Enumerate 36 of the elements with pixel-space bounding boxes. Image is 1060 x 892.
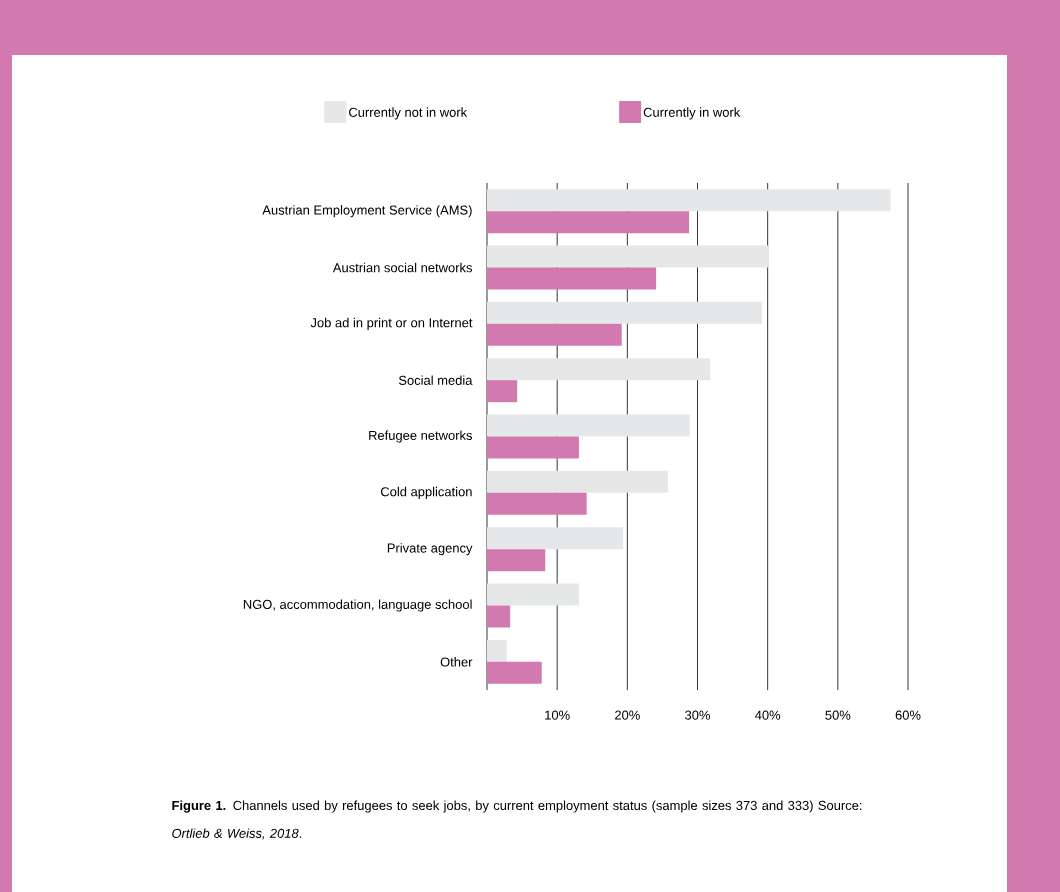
bar (487, 583, 579, 606)
bar (487, 661, 542, 684)
bar (487, 414, 690, 437)
y-tick-label: Other (440, 657, 473, 667)
y-tick-label: Social media (398, 375, 473, 385)
bar (487, 549, 546, 572)
bar (487, 358, 711, 381)
x-tick-label: 40% (755, 710, 781, 720)
bar (487, 492, 587, 515)
y-tick-label: NGO, accommodation, language school (243, 599, 472, 612)
x-tick-label: 20% (615, 710, 640, 720)
bar (487, 639, 507, 662)
bar (487, 267, 657, 290)
x-tick-label: 10% (545, 710, 570, 720)
legend-label: Currently in work (643, 107, 741, 120)
y-tick-label: Job ad in print or on Internet (310, 317, 473, 330)
x-tick-label: 30% (685, 710, 711, 720)
y-tick-label: Refugee networks (369, 430, 472, 443)
bar (487, 301, 763, 324)
y-tick-label: Private agency (387, 543, 473, 556)
bar (487, 605, 511, 628)
bar (487, 380, 518, 403)
bar (487, 470, 669, 493)
bar (487, 323, 622, 346)
bar (487, 436, 579, 459)
bar (487, 211, 690, 234)
bar (487, 189, 891, 212)
x-tick-label: 50% (825, 710, 851, 720)
bar (487, 245, 770, 268)
text: Figure 1. Channels used by refugees to seek jobs, by current employment status (sample sizes 373 and 333) Source: Ortlieb & Weiss, 2018. (172, 800, 862, 840)
y-tick-label: Cold application (380, 486, 472, 499)
x-tick-label: 60% (895, 710, 921, 720)
legend-label: Currently not in work (349, 107, 468, 120)
bar (487, 527, 624, 550)
y-tick-label: Austrian Employment Service (AMS) (262, 205, 472, 218)
y-tick-label: Austrian social networks (332, 262, 472, 273)
